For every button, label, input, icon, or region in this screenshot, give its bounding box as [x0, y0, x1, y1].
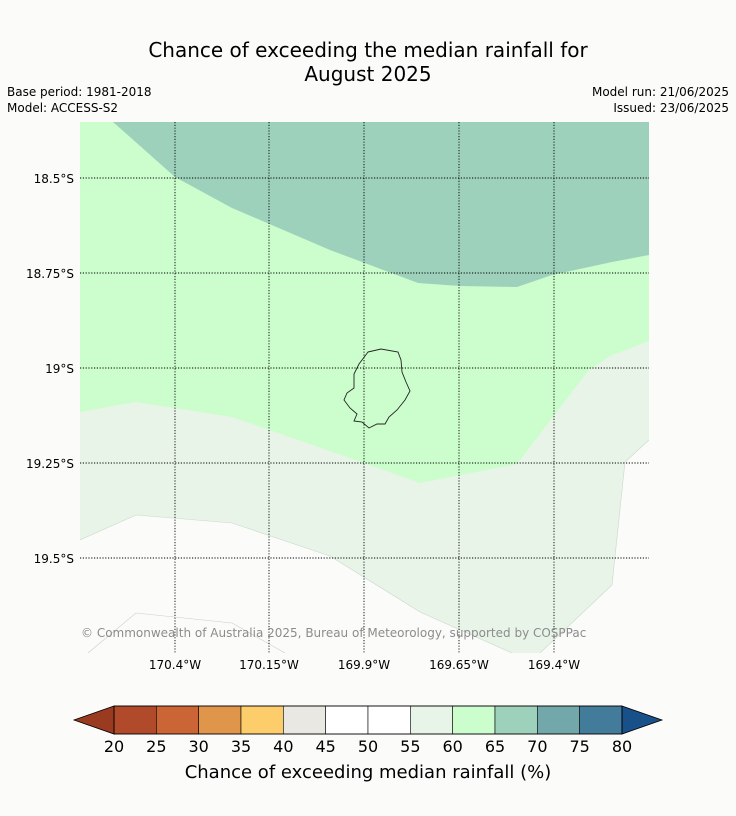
colorbar-tick-label: 30: [188, 737, 208, 756]
model-name: Model: ACCESS-S2: [7, 101, 119, 115]
colorbar-box: [156, 705, 199, 735]
lon-label: 170.4°W: [149, 658, 201, 672]
lon-label: 170.15°W: [239, 658, 299, 672]
colorbar-tick-label: 55: [400, 737, 420, 756]
map-title: Chance of exceeding the median rainfall …: [0, 38, 736, 86]
colorbar-boxes: [113, 705, 623, 735]
colorbar-box: [579, 705, 623, 735]
lat-label: 18.5°S: [34, 172, 74, 186]
colorbar-tick-label: 75: [569, 737, 589, 756]
colorbar-box: [283, 705, 326, 735]
colorbar-tick-label: 50: [358, 737, 378, 756]
issued-date: Issued: 23/06/2025: [613, 101, 729, 115]
contour-line-edge-east: [539, 439, 649, 653]
colorbar-tick-label: 65: [485, 737, 505, 756]
colorbar-box: [410, 705, 453, 735]
lon-label: 169.4°W: [528, 658, 580, 672]
title-line-2: August 2025: [304, 62, 432, 86]
copyright-notice: © Commonwealth of Australia 2025, Bureau…: [81, 626, 586, 640]
lon-labels: 170.4°W 170.15°W 169.9°W 169.65°W 169.4°…: [149, 658, 580, 672]
colorbar-over-arrow: [621, 705, 664, 735]
lat-label: 19°S: [45, 362, 74, 376]
colorbar-box: [198, 705, 242, 735]
colorbar-tick-label: 35: [231, 737, 251, 756]
contour-line: [87, 612, 286, 653]
colorbar-box: [494, 705, 538, 735]
colorbar-ticks: 20 25 30 35 40 45 50 55 60 65 70 75 80: [104, 737, 632, 756]
lat-label: 19.25°S: [26, 457, 74, 471]
lat-label: 18.75°S: [26, 267, 74, 281]
lat-labels: 18.5°S 18.75°S 19°S 19.25°S 19.5°S: [26, 172, 74, 566]
lat-label: 19.5°S: [34, 552, 74, 566]
colorbar-box: [325, 705, 369, 735]
colorbar-tick-label: 80: [612, 737, 632, 756]
niue-island-outline: [343, 348, 411, 429]
colorbar-frame: [113, 705, 623, 735]
colorbar-tick-label: 45: [315, 737, 335, 756]
map-area: © Commonwealth of Australia 2025, Bureau…: [80, 122, 649, 653]
colorbar-tick-label: 40: [273, 737, 293, 756]
colorbar-under-arrow: [72, 705, 115, 735]
lon-label: 169.65°W: [429, 658, 489, 672]
colorbar-box: [113, 705, 157, 735]
colorbar-tick-label: 20: [104, 737, 124, 756]
colorbar-box: [240, 705, 284, 735]
colorbar-box: [537, 705, 580, 735]
colorbar: 20 25 30 35 40 45 50 55 60 65 70 75 80 Chance of exc…: [72, 705, 664, 783]
base-period: Base period: 1981-2018: [7, 85, 152, 99]
colorbar-tick-label: 25: [146, 737, 166, 756]
run-info: Model run: 21/06/2025 Issued: 23/06/2025: [592, 84, 729, 116]
colorbar-label: Chance of exceeding median rainfall (%): [185, 762, 552, 783]
model-run: Model run: 21/06/2025: [591, 85, 729, 99]
contour-line-edge: [80, 514, 513, 653]
region-65-70: [113, 122, 649, 287]
colorbar-tick-label: 60: [442, 737, 462, 756]
gridlines: [80, 122, 649, 653]
colorbar-tick-label: 70: [527, 737, 547, 756]
colorbar-box: [452, 705, 496, 735]
title-line-1: Chance of exceeding the median rainfall …: [148, 38, 588, 62]
colorbar-box: [367, 705, 411, 735]
model-info: Base period: 1981-2018 Model: ACCESS-S2: [7, 84, 152, 116]
lon-label: 169.9°W: [338, 658, 390, 672]
